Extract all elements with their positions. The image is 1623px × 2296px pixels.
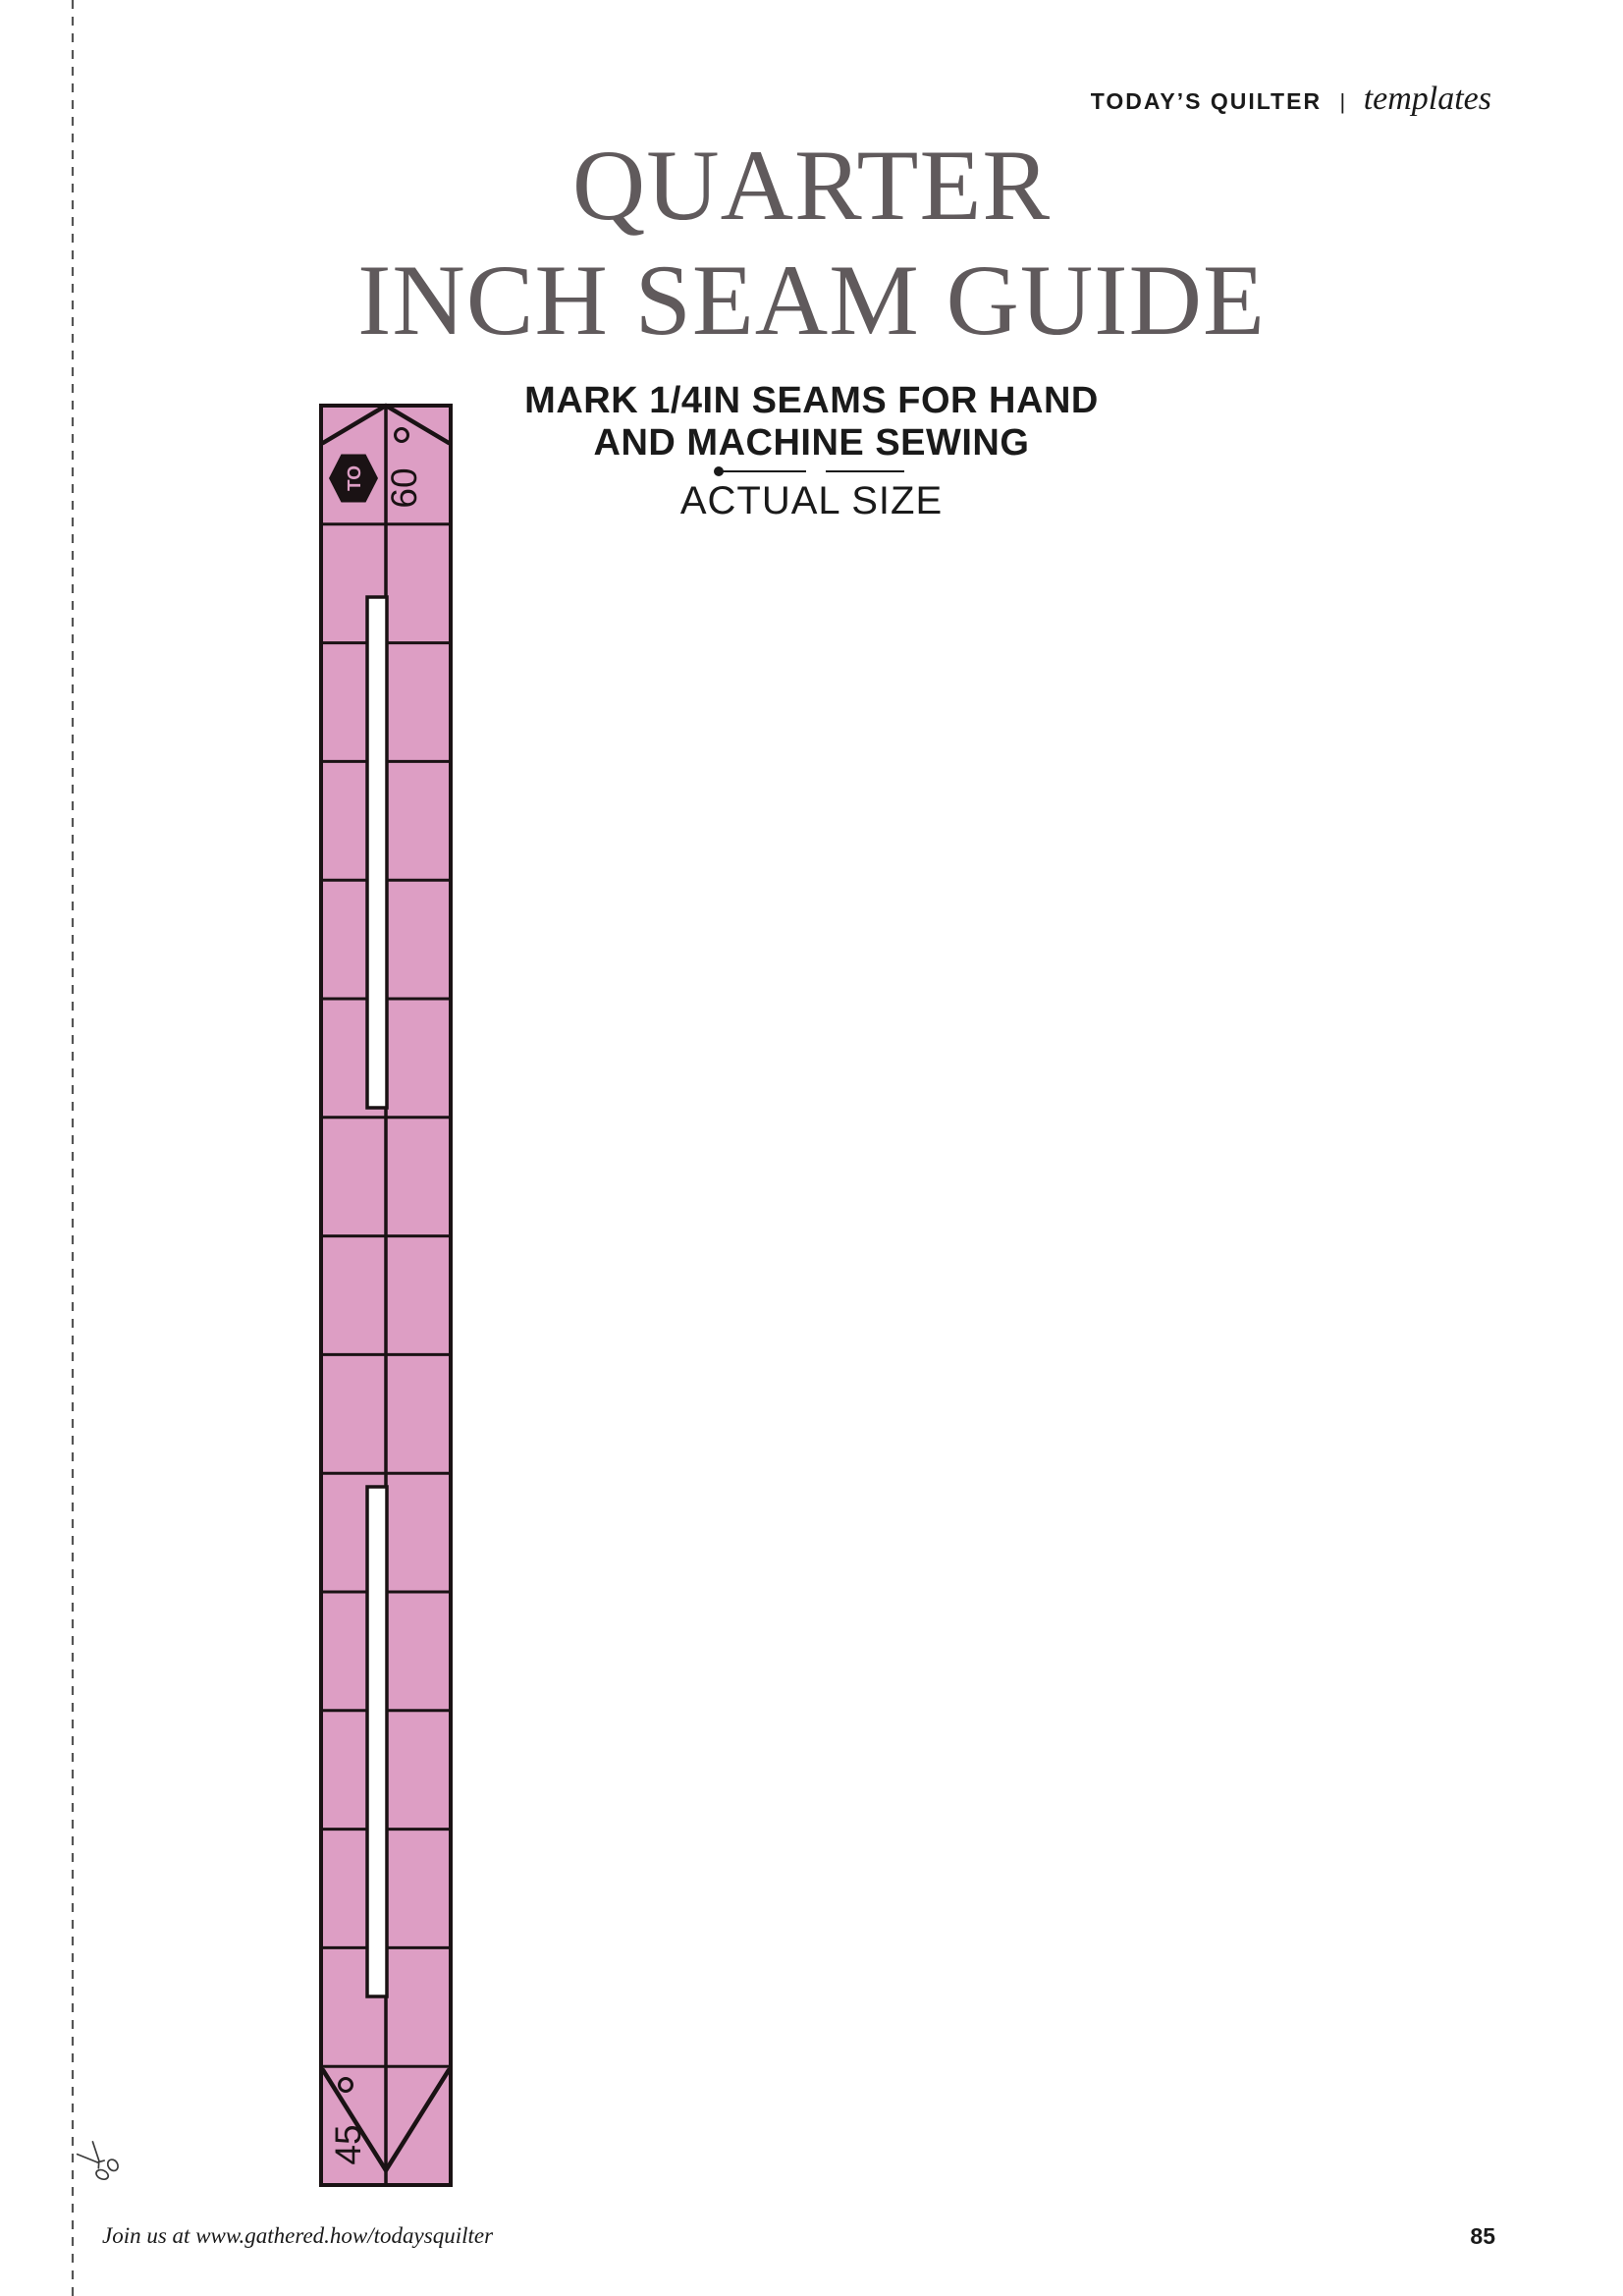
svg-text:60: 60 — [384, 467, 424, 508]
svg-text:TO: TO — [345, 465, 365, 491]
svg-text:45: 45 — [328, 2124, 368, 2164]
